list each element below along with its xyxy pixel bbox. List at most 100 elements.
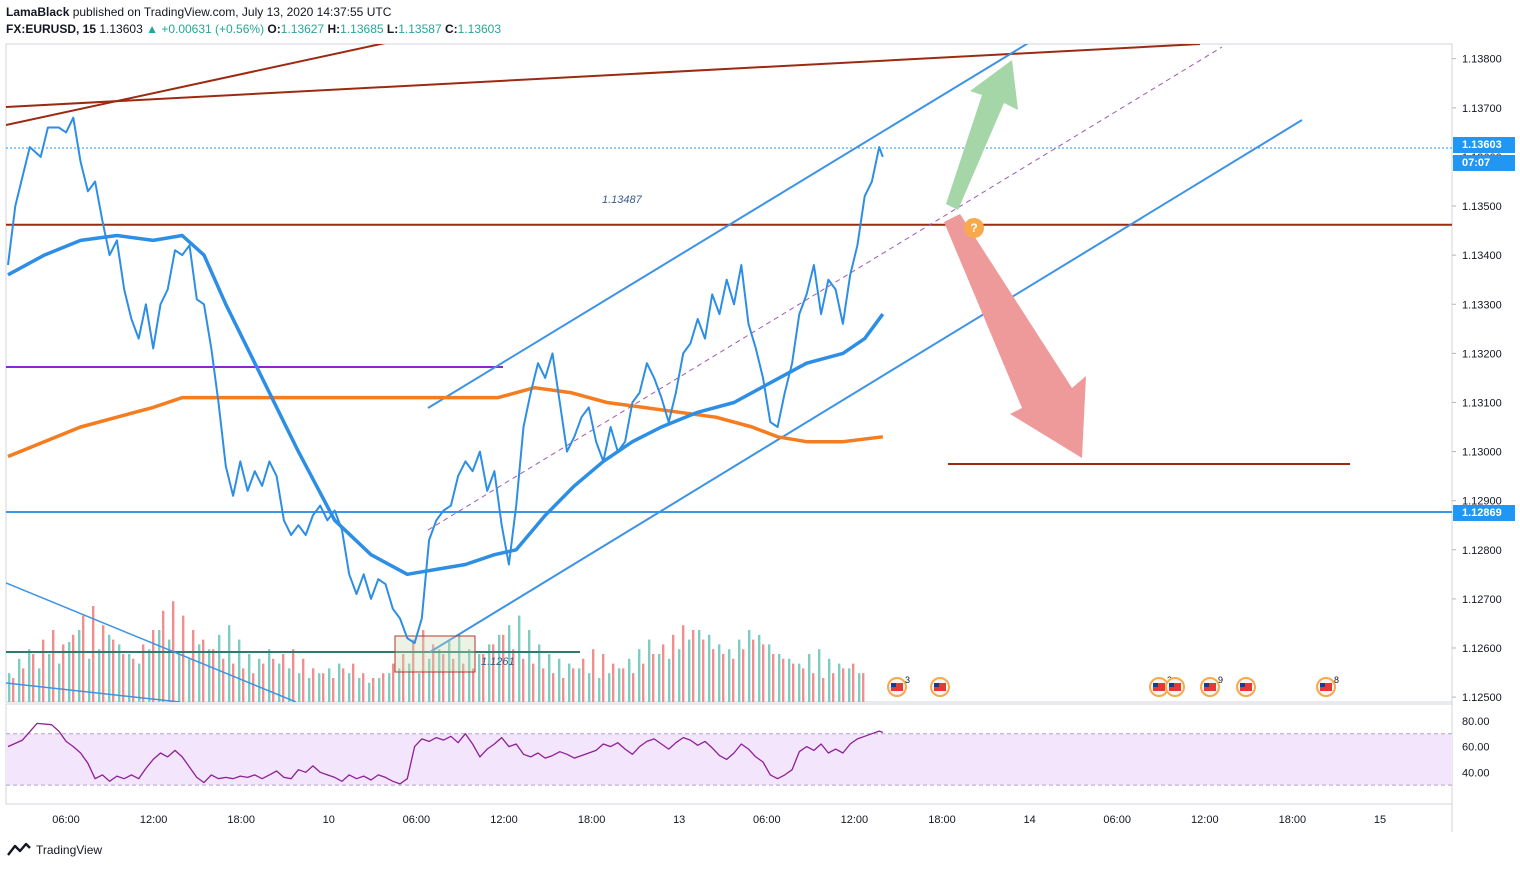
flag-stripe-icon [1169, 683, 1181, 691]
countdown-badge: 07:07 [1462, 157, 1490, 169]
volume-bar-up [688, 639, 691, 702]
author-name[interactable]: LamaBlack [6, 5, 70, 19]
low-zone-box[interactable] [394, 635, 476, 673]
volume-bar-up [598, 678, 601, 702]
volume-bar-up [338, 663, 341, 702]
time-tick-label: 18:00 [1279, 814, 1307, 826]
volume-bar-down [512, 649, 515, 702]
resistance-level-label: 1.13487 [602, 194, 643, 206]
close-value: 1.13603 [457, 22, 502, 36]
volume-bar-up [208, 649, 211, 702]
volume-bar-down [72, 634, 75, 702]
volume-bar-up [698, 630, 701, 702]
downtrend-line[interactable] [6, 582, 297, 702]
volume-bar-up [838, 663, 841, 702]
footer-brand[interactable]: TradingView [36, 843, 103, 857]
ma-fast-line[interactable] [7, 233, 885, 577]
volume-bar-up [188, 658, 191, 702]
main-pane[interactable] [5, 43, 1453, 703]
flag-stripe-icon [1153, 683, 1165, 691]
tradingview-logo-icon[interactable] [6, 842, 32, 858]
price-chart[interactable]: ? 1.138001.137001.136001.135001.134001.1… [0, 0, 1520, 840]
flag-canton-icon [1153, 683, 1158, 687]
volume-bar-up [468, 649, 471, 702]
economic-events[interactable]: 3398 [887, 675, 1339, 697]
flag-stripe-icon [1320, 683, 1332, 691]
last-price: 1.13603 [99, 22, 143, 36]
flag-canton-icon [934, 683, 939, 687]
volume-bar-up [648, 639, 651, 702]
question-icon[interactable] [964, 218, 984, 238]
bullish-arrow[interactable] [946, 60, 1018, 210]
volume-bar-down [682, 625, 685, 702]
volume-bar-up [38, 668, 41, 702]
volume-bar-down [832, 673, 835, 702]
volume-bar-up [238, 639, 241, 702]
bearish-arrow[interactable] [944, 214, 1086, 458]
event-count-label: 9 [1218, 675, 1223, 685]
rsi-line[interactable] [7, 722, 884, 785]
trendline-upper[interactable] [6, 44, 1201, 108]
volume-bar-up [628, 658, 631, 702]
price-tick-label: 1.12800 [1462, 545, 1502, 557]
volume-bar-up [638, 649, 641, 702]
open-label: O: [267, 22, 281, 36]
volume-bar-down [472, 668, 475, 702]
volume-bar-up [728, 649, 731, 702]
volume-bar-up [768, 644, 771, 702]
rsi-axis[interactable]: 80.00 60.00 40.00 [1462, 716, 1490, 779]
channel-upper[interactable] [427, 42, 1030, 409]
volume-bar-down [792, 663, 795, 702]
ma-slow-line[interactable] [7, 385, 884, 459]
volume-bar-up [788, 658, 791, 702]
channel-midline[interactable] [427, 46, 1223, 531]
volume-bar-down [442, 654, 445, 702]
volume-bar-down [842, 668, 845, 702]
event-count-label: 3 [905, 675, 910, 685]
volume-bar-up [738, 639, 741, 702]
time-tick-label: 06:00 [1103, 814, 1131, 826]
volume-bar-down [462, 663, 465, 702]
price-line[interactable] [7, 116, 884, 645]
volume-bar-up [278, 663, 281, 702]
time-tick-label: 12:00 [140, 814, 168, 826]
flag-canton-icon [1204, 683, 1209, 687]
volume-bar-up [418, 673, 421, 702]
volume-bar-down [712, 649, 715, 702]
volume-bar-down [242, 668, 245, 702]
volume-bar-up [68, 642, 71, 702]
volume-bar-down [262, 663, 265, 702]
chart-header: LamaBlack published on TradingView.com, … [6, 4, 501, 38]
volume-bar-up [858, 673, 861, 702]
volume-bar-down [742, 649, 745, 702]
trendline-steep[interactable] [6, 42, 390, 126]
time-axis[interactable]: 06:00 12:00 18:00 10 06:00 12:00 18:00 13 06:00 1… [52, 814, 1386, 826]
volume-bar-up [448, 639, 451, 702]
volume-bar-up [678, 649, 681, 702]
countdown-badge-bg [1453, 155, 1515, 171]
footer: TradingView [6, 842, 102, 858]
downtrend-line-2[interactable] [6, 682, 181, 702]
price-tick-label: 1.13500 [1462, 201, 1502, 213]
volume-bar-down [532, 663, 535, 702]
volume-bar-up [258, 658, 261, 702]
volume-bar-up [288, 668, 291, 702]
volume-bar-down [402, 654, 405, 702]
volume-bar-up [828, 658, 831, 702]
volume-bar-up [148, 649, 151, 702]
price-axis[interactable]: 1.138001.137001.136001.135001.134001.133… [1452, 54, 1515, 704]
volume-bar-down [222, 658, 225, 702]
channel-lower[interactable] [429, 119, 1303, 653]
volume-bar-down [152, 630, 155, 702]
volume-bar-down [672, 634, 675, 702]
volume-bar-up [88, 658, 91, 702]
volume-bar-down [372, 678, 375, 702]
volume-bar-down [612, 663, 615, 702]
volume-bar-down [452, 658, 455, 702]
symbol-label[interactable]: FX:EURUSD, 15 [6, 22, 97, 36]
volume-bar-up [128, 654, 131, 702]
volume-bar-down [142, 644, 145, 702]
volume-bar-down [602, 654, 605, 702]
volume-bar-up [328, 668, 331, 702]
time-tick-label: 06:00 [403, 814, 431, 826]
